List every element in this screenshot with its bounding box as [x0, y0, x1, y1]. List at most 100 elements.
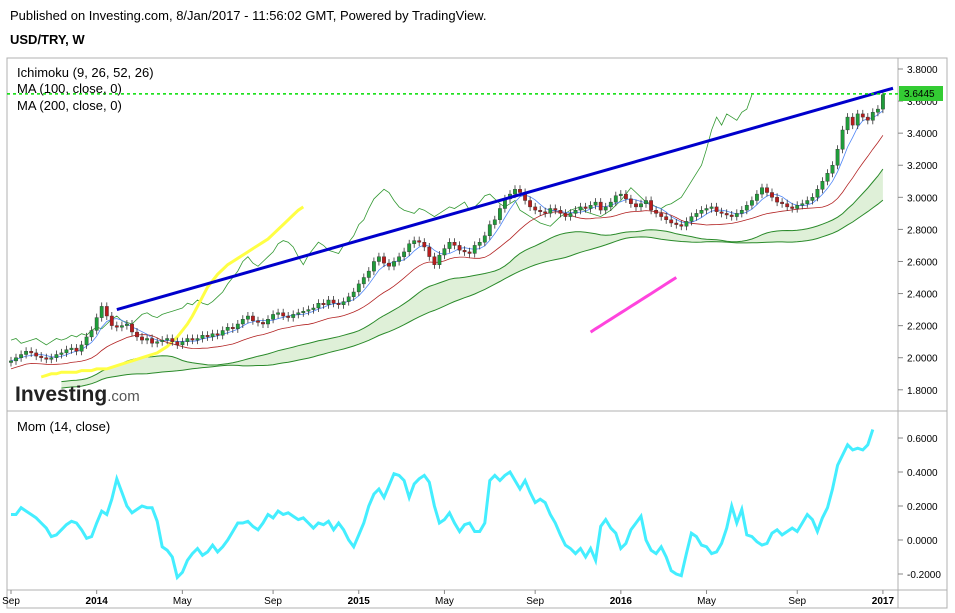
candle — [200, 331, 205, 343]
candle-body — [276, 312, 280, 315]
candle-body — [382, 256, 386, 264]
candle — [568, 209, 573, 221]
candle — [447, 238, 452, 253]
candle — [790, 202, 795, 213]
candle — [780, 198, 785, 208]
candle — [639, 199, 643, 211]
time-tick-label: 2015 — [348, 596, 371, 607]
time-tick-label: May — [697, 596, 716, 607]
candle — [840, 125, 845, 154]
candle — [276, 308, 280, 319]
candle-body — [850, 116, 855, 126]
candle-body — [881, 94, 885, 110]
candle-body — [714, 206, 719, 212]
candle — [417, 236, 422, 247]
candle-body — [482, 235, 487, 243]
candle-body — [266, 319, 270, 325]
mom-tick-label: 0.2000 — [907, 502, 938, 513]
candle-body — [377, 256, 381, 262]
candle — [825, 169, 830, 186]
candle — [210, 329, 215, 341]
candle — [845, 113, 850, 134]
candle-body — [69, 347, 74, 350]
candle-body — [472, 245, 477, 254]
candle-body — [311, 307, 316, 310]
candle — [729, 211, 734, 221]
candle-body — [351, 291, 356, 298]
candle — [256, 316, 260, 327]
candle — [54, 350, 59, 362]
candle-body — [598, 201, 603, 211]
candle-body — [104, 306, 109, 317]
candle — [770, 188, 774, 202]
candle-body — [528, 200, 533, 208]
candle-body — [230, 327, 235, 330]
candle — [765, 183, 769, 197]
candle-body — [492, 219, 497, 225]
candle-body — [780, 201, 785, 204]
candle-body — [452, 241, 457, 246]
candle — [402, 247, 406, 261]
candle — [618, 190, 623, 200]
candle — [225, 323, 230, 335]
candle-body — [99, 306, 104, 318]
candle — [760, 183, 764, 199]
candle — [634, 199, 638, 211]
candle — [215, 329, 220, 340]
candle — [815, 185, 820, 202]
candle-body — [739, 209, 744, 214]
candle — [603, 202, 608, 215]
candle-body — [825, 173, 830, 182]
candle-body — [513, 189, 517, 195]
candle-body — [175, 341, 180, 346]
candle-body — [29, 351, 34, 354]
candle-body — [447, 241, 452, 249]
candle-body — [820, 181, 825, 190]
candle — [719, 207, 724, 218]
price-panel — [7, 86, 898, 389]
candle — [321, 299, 326, 309]
candle — [462, 246, 467, 256]
candle — [422, 238, 427, 252]
legend-ichimoku: Ichimoku (9, 26, 52, 26) — [17, 65, 154, 80]
candle-body — [19, 354, 23, 358]
candle-body — [145, 338, 149, 341]
candle-body — [200, 335, 205, 339]
candle-body — [215, 333, 220, 336]
candle — [563, 209, 568, 221]
candle — [346, 292, 351, 306]
candle — [538, 206, 543, 216]
candle — [109, 312, 114, 330]
ma200-line — [589, 276, 678, 334]
price-tick-label: 3.6000 — [907, 97, 938, 108]
candle-body — [195, 338, 200, 341]
candle — [356, 279, 361, 296]
candle — [467, 247, 472, 258]
candle-body — [467, 251, 472, 254]
candle — [472, 241, 477, 258]
candle — [301, 307, 306, 317]
last-price-badge — [899, 86, 943, 101]
price-tick-label: 2.2000 — [907, 322, 938, 333]
candle-body — [124, 323, 129, 326]
candle — [271, 310, 275, 324]
candle — [528, 196, 533, 211]
candle — [412, 236, 417, 248]
candle-body — [34, 352, 39, 357]
candle — [407, 239, 412, 256]
candle-body — [245, 315, 250, 320]
candle — [608, 198, 613, 211]
candle-body — [654, 209, 659, 214]
candle — [185, 334, 190, 346]
candle — [59, 348, 64, 359]
candle — [477, 238, 482, 250]
candle — [775, 193, 780, 207]
mom-tick-label: -0.2000 — [907, 570, 941, 581]
candle-body — [639, 203, 643, 208]
candle — [750, 196, 754, 210]
candle — [870, 108, 875, 125]
candle — [694, 209, 699, 221]
axes: 3.8000 3.6000 3.4000 3.2000 3.0000 2.8000 2.60… — [2, 65, 941, 607]
candle-body — [518, 189, 522, 193]
candle-body — [210, 333, 215, 338]
